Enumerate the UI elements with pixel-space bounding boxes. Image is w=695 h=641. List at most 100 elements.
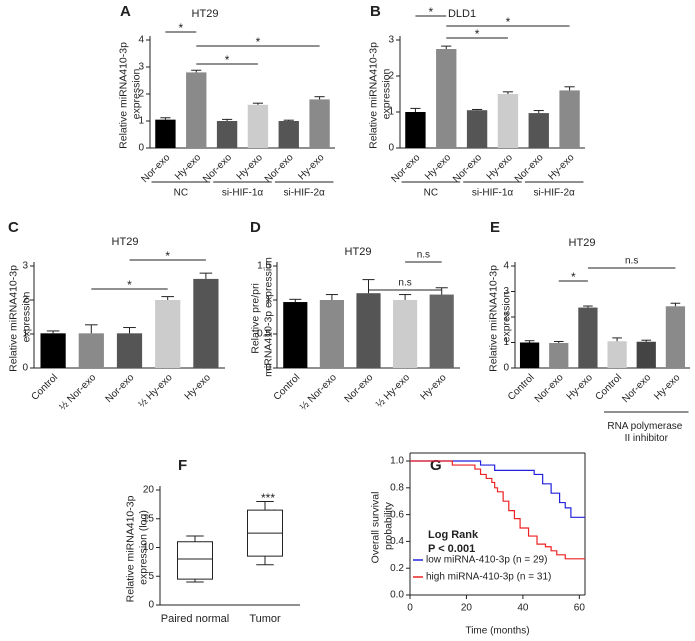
- y-tick-label: 20: [143, 485, 155, 496]
- group-label: si-HIF-2α: [283, 188, 325, 199]
- y-axis-label: Relative miRNA410-3p expression (log): [124, 493, 149, 603]
- bar: [278, 121, 299, 148]
- bar: [429, 294, 454, 368]
- y-tick-label: 1.0: [390, 456, 404, 467]
- group-label: RNA polymerase II inhibitor: [607, 421, 685, 444]
- y-tick-label: 5: [148, 571, 154, 582]
- significance-label: n.s: [417, 250, 430, 261]
- y-axis-label: Relative miRNA410-3p expression: [117, 39, 142, 149]
- bar: [519, 342, 540, 368]
- significance-label: *: [165, 249, 170, 263]
- significance-label: *: [428, 5, 433, 19]
- bar: [549, 343, 569, 368]
- bar: [497, 94, 519, 148]
- y-tick-label: 0: [138, 143, 144, 154]
- y-axis-label: Relative miRNA410-3p expression: [367, 39, 392, 149]
- significance-label: *: [225, 53, 230, 67]
- bar: [578, 307, 598, 368]
- x-tick-label: 60: [574, 603, 586, 614]
- x-tick-label: Paired normal: [161, 613, 229, 625]
- y-tick-label: 0.5: [257, 329, 271, 340]
- legend-label: low miRNA-410-3p (n = 29): [426, 555, 547, 566]
- significance-label: n.s: [625, 256, 638, 267]
- chart-title: HT29: [112, 236, 139, 248]
- bar: [40, 333, 66, 368]
- panel-label: G: [430, 457, 442, 474]
- x-tick-label: 0: [407, 603, 413, 614]
- y-tick-label: 10: [143, 542, 155, 553]
- significance-label: *: [506, 15, 511, 29]
- x-tick-label: Nor-exo: [451, 152, 484, 185]
- significance-label: *: [256, 35, 261, 49]
- bar: [193, 278, 219, 368]
- y-tick-label: 2: [22, 295, 28, 306]
- significance-label: *: [571, 270, 576, 284]
- x-tick-label: Nor-exo: [139, 152, 172, 185]
- x-tick-label: Nor-exo: [513, 152, 546, 185]
- bar: [155, 119, 176, 148]
- x-tick-label: 20: [461, 603, 473, 614]
- y-axis-label: Relative miRNA410-3p expression: [487, 262, 512, 372]
- y-tick-label: 15: [143, 513, 155, 524]
- group-label: si-HIF-2α: [533, 188, 575, 199]
- significance-label: n.s: [398, 278, 411, 289]
- x-tick-label: Nor-exo: [389, 152, 422, 185]
- bar: [247, 104, 269, 148]
- x-tick-label: Hy-exo: [546, 152, 576, 182]
- x-tick-label: Hy-exo: [423, 152, 453, 182]
- panel-label: F: [178, 457, 187, 474]
- y-tick-label: 4: [503, 261, 509, 272]
- x-tick-label: Hy-exo: [652, 372, 682, 402]
- group-label: si-HIF-1α: [472, 188, 514, 199]
- x-tick-label: Control: [506, 372, 537, 403]
- stat-label: P < 0.001: [428, 543, 475, 555]
- bar: [186, 72, 207, 148]
- y-tick-label: 0.4: [390, 536, 404, 547]
- y-tick-label: 1: [265, 295, 271, 306]
- x-tick-label: ½ Hy-exo: [374, 372, 412, 410]
- bar: [116, 333, 143, 368]
- bar: [466, 110, 488, 148]
- x-tick-label: Nor-exo: [201, 152, 234, 185]
- y-axis-label: Relative pre/pri miRNA410-3p expression: [249, 257, 274, 377]
- x-tick-label: Hy-exo: [485, 152, 515, 182]
- y-tick-label: 2: [388, 71, 394, 82]
- group-label: NC: [174, 188, 188, 199]
- significance-label: *: [475, 27, 480, 41]
- y-tick-label: 0: [22, 363, 28, 374]
- bar: [283, 302, 308, 368]
- x-tick-label: Nor-exo: [263, 152, 296, 185]
- y-tick-label: 3: [138, 62, 144, 73]
- stat-label: Log Rank: [428, 529, 479, 541]
- chart-title: HT29: [345, 246, 372, 258]
- bar: [607, 341, 627, 368]
- x-tick-label: Tumor: [249, 613, 281, 625]
- y-tick-label: 1: [388, 107, 394, 118]
- y-tick-label: 1.5: [257, 261, 271, 272]
- x-axis-label: Time (months): [465, 626, 529, 637]
- y-tick-label: 3: [22, 261, 28, 272]
- significance-label: *: [178, 21, 183, 35]
- panel-label: E: [490, 219, 500, 236]
- x-tick-label: ½ Hy-exo: [137, 372, 175, 410]
- bar: [393, 300, 418, 368]
- panel-label: A: [120, 3, 131, 20]
- x-tick-label: 40: [517, 603, 529, 614]
- x-tick-label: ½ Nor-exo: [298, 372, 339, 413]
- bar: [78, 333, 104, 368]
- y-tick-label: 0: [265, 363, 271, 374]
- bar: [528, 113, 549, 148]
- panel-label: B: [370, 3, 381, 20]
- chart-title: DLD1: [448, 8, 476, 20]
- bar: [405, 112, 426, 148]
- significance-label: *: [127, 278, 132, 292]
- x-tick-label: Control: [593, 372, 624, 403]
- x-tick-label: ½ Nor-exo: [57, 372, 98, 413]
- bar: [559, 90, 580, 148]
- survival-curve: [410, 460, 585, 518]
- y-tick-label: 0.2: [390, 563, 404, 574]
- y-axis-label: Relative miRNA410-3p expression: [7, 262, 32, 372]
- bar: [636, 341, 656, 368]
- legend-label: high miRNA-410-3p (n = 31): [426, 572, 551, 583]
